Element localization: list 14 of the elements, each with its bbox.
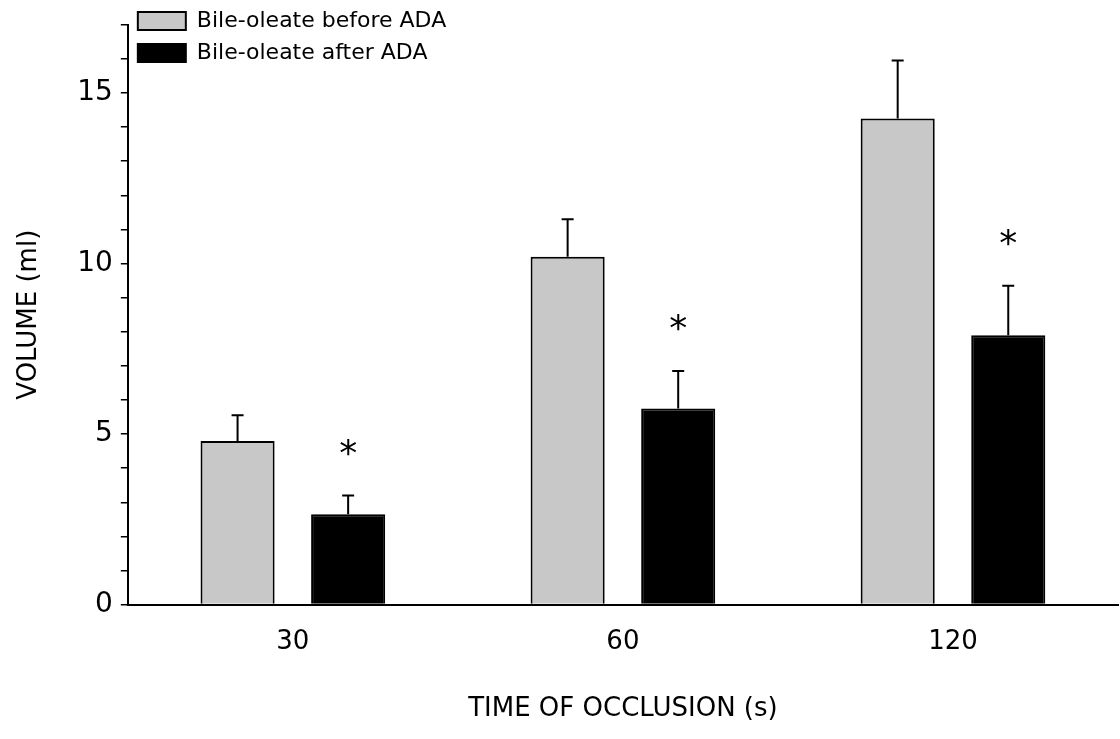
- y-tick-label: 10: [77, 244, 113, 278]
- x-tick-label: 30: [276, 624, 310, 655]
- legend-label: Bile-oleate before ADA: [196, 6, 447, 32]
- annotation: *: [669, 307, 688, 349]
- x-axis-title: TIME OF OCCLUSION (s): [467, 692, 778, 723]
- x-tick-label: 60: [606, 624, 640, 655]
- y-tick-label: 15: [77, 74, 113, 108]
- legend-label: Bile-oleate after ADA: [196, 38, 428, 64]
- y-tick-label: 5: [95, 415, 113, 449]
- y-tick-label: 0: [95, 585, 113, 619]
- y-axis-title: VOLUME (ml): [12, 229, 43, 400]
- annotation: *: [339, 431, 358, 473]
- annotation: *: [999, 222, 1018, 264]
- x-tick-label: 120: [928, 624, 978, 655]
